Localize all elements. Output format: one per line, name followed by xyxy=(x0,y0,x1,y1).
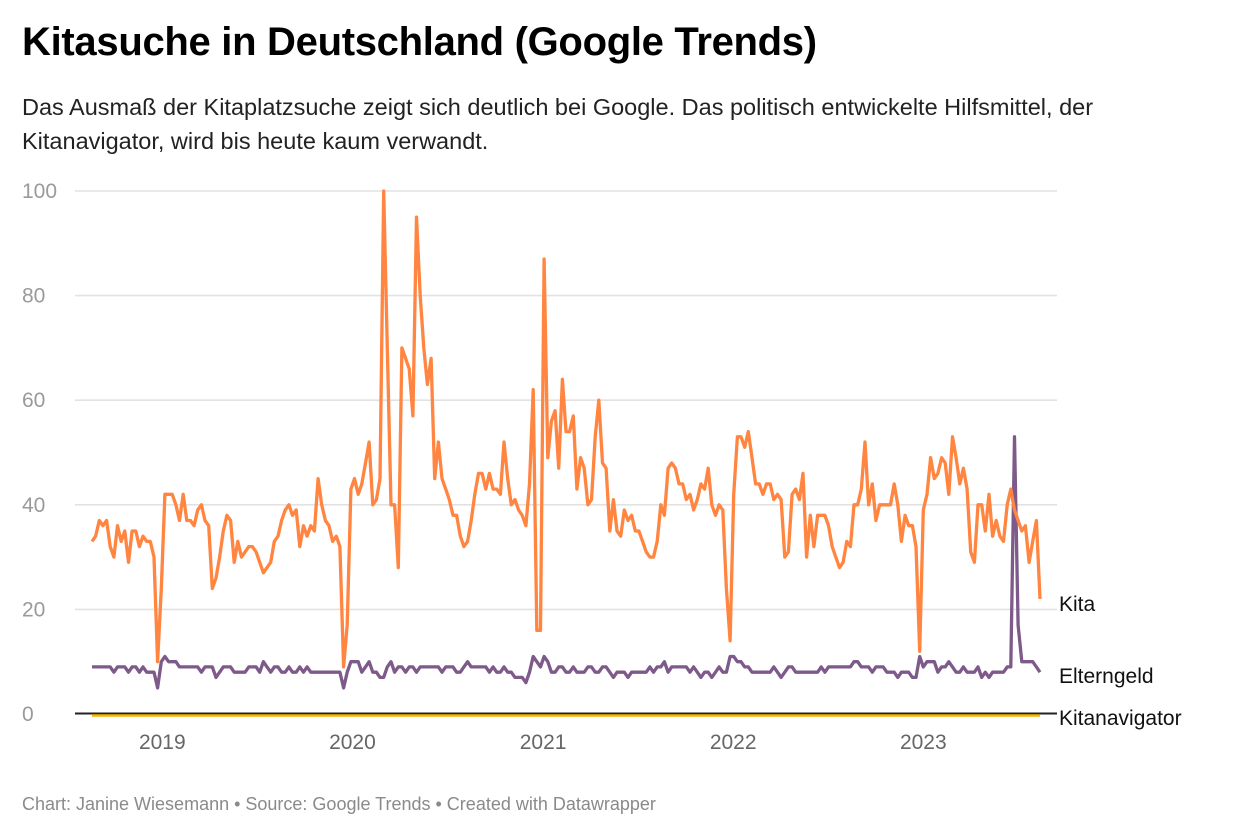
chart-subtitle: Das Ausmaß der Kitaplatzsuche zeigt sich… xyxy=(22,94,1094,154)
y-tick-label: 80 xyxy=(22,285,45,308)
y-tick-label: 100 xyxy=(22,180,57,203)
x-axis: 2019 2020 2021 2022 2023 xyxy=(139,731,947,754)
series-labels: Kitanavigator Elterngeld Kita xyxy=(1059,593,1182,730)
y-tick-label: 60 xyxy=(22,389,45,412)
x-tick-label: 2019 xyxy=(139,731,186,754)
series-lines xyxy=(75,189,1057,717)
y-axis: 0 20 40 60 80 100 xyxy=(22,180,57,726)
series-line-elterngeld xyxy=(92,435,1042,690)
x-tick-label: 2022 xyxy=(710,731,757,754)
x-tick-label: 2021 xyxy=(520,731,567,754)
y-tick-label: 40 xyxy=(22,494,45,517)
gridlines xyxy=(75,190,1057,611)
y-tick-label: 20 xyxy=(22,598,45,621)
y-tick-label: 0 xyxy=(22,703,34,726)
x-tick-label: 2023 xyxy=(900,731,947,754)
series-line-kita xyxy=(90,189,1042,669)
x-tick-label: 2020 xyxy=(329,731,376,754)
series-label-kita: Kita xyxy=(1059,593,1096,616)
chart-footer: Chart: Janine Wiesemann • Source: Google… xyxy=(22,794,656,814)
series-label-elterngeld: Elterngeld xyxy=(1059,665,1154,688)
series-label-kitanavigator: Kitanavigator xyxy=(1059,707,1182,730)
chart-title: Kitasuche in Deutschland (Google Trends) xyxy=(22,20,817,64)
